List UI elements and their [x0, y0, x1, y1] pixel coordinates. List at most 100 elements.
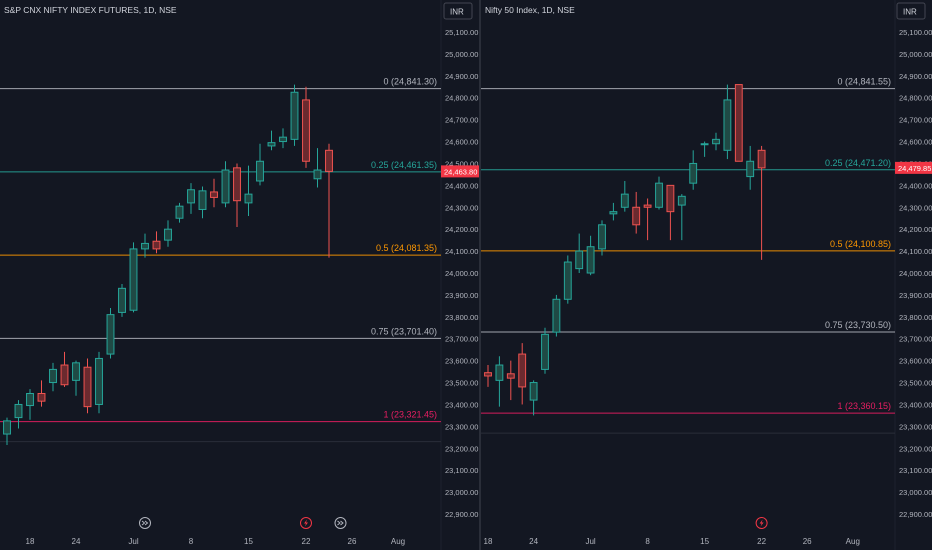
y-tick-label: 25,000.00 — [899, 50, 932, 59]
x-tick-label: 15 — [244, 537, 253, 546]
y-tick-label: 24,300.00 — [899, 203, 932, 212]
y-tick-label: 24,000.00 — [899, 269, 932, 278]
candle-body — [14, 403, 23, 419]
candle-body — [723, 99, 732, 151]
y-tick-label: 23,600.00 — [445, 357, 478, 366]
candle-body — [244, 193, 253, 204]
candle-body — [575, 250, 584, 270]
fib-level-label: 0 (24,841.55) — [837, 77, 891, 87]
candle-body — [3, 420, 11, 435]
candle-body — [643, 204, 652, 208]
y-tick-label: 23,000.00 — [445, 488, 478, 497]
candle-body — [72, 362, 80, 381]
y-tick-label: 24,400.00 — [899, 181, 932, 190]
candle-body — [620, 193, 629, 208]
candle-body — [313, 169, 322, 180]
y-tick-label: 24,700.00 — [445, 116, 478, 125]
candle-body — [60, 364, 69, 386]
forward-marker-icon[interactable] — [139, 517, 151, 529]
y-tick-label: 23,500.00 — [899, 379, 932, 388]
x-tick-label: 15 — [700, 537, 709, 546]
candle-body — [233, 167, 241, 202]
candle-body — [26, 393, 34, 407]
candle-body — [141, 242, 149, 250]
candle-body — [529, 382, 538, 401]
y-tick-label: 23,100.00 — [445, 466, 478, 475]
x-tick-label: Aug — [846, 537, 860, 546]
candle-body — [256, 160, 264, 182]
chart-svg-nifty-futures: S&P CNX NIFTY INDEX FUTURES, 1D, NSE INR 2… — [0, 0, 480, 550]
candle-body — [495, 364, 504, 381]
candle-body — [106, 314, 115, 355]
y-tick-label: 23,700.00 — [445, 335, 478, 344]
y-tick-label: 24,100.00 — [899, 247, 932, 256]
candle-body — [609, 211, 618, 215]
y-tick-label: 24,700.00 — [899, 116, 932, 125]
candle-body — [210, 191, 218, 198]
candle-body — [175, 205, 184, 219]
forward-marker-glyph — [337, 520, 344, 526]
fib-level-label: 0.5 (24,100.85) — [830, 239, 891, 249]
currency-button-label[interactable]: INR — [450, 8, 464, 17]
x-tick-label: 22 — [302, 537, 311, 546]
y-tick-label: 23,800.00 — [899, 313, 932, 322]
candle-body — [37, 393, 46, 402]
candle-body — [506, 373, 515, 379]
y-tick-label: 23,400.00 — [445, 400, 478, 409]
y-tick-label: 24,200.00 — [445, 225, 478, 234]
x-tick-label: 22 — [757, 537, 766, 546]
y-tick-label: 23,500.00 — [445, 379, 478, 388]
candle-body — [325, 149, 333, 172]
fib-level-label: 1 (23,360.15) — [837, 401, 891, 411]
candle-body — [198, 190, 207, 210]
y-tick-label: 23,800.00 — [445, 313, 478, 322]
y-tick-label: 23,000.00 — [899, 488, 932, 497]
y-tick-label: 24,100.00 — [445, 247, 478, 256]
candle-body — [83, 366, 92, 408]
chart-title: Nifty 50 Index, 1D, NSE — [485, 5, 575, 15]
candle-body — [700, 143, 709, 146]
y-tick-label: 24,400.00 — [445, 181, 478, 190]
x-tick-label: Jul — [585, 537, 595, 546]
y-tick-label: 24,000.00 — [445, 269, 478, 278]
flash-marker-icon[interactable] — [300, 517, 312, 529]
chart-pane-nifty-futures: S&P CNX NIFTY INDEX FUTURES, 1D, NSE INR 2… — [0, 0, 480, 550]
candle-body — [290, 91, 299, 140]
x-tick-label: 8 — [645, 537, 650, 546]
x-tick-label: Aug — [391, 537, 405, 546]
y-tick-label: 22,900.00 — [445, 510, 478, 519]
y-tick-label: 23,700.00 — [899, 335, 932, 344]
candle-body — [152, 240, 161, 250]
currency-button[interactable] — [896, 2, 926, 20]
y-tick-label: 24,900.00 — [445, 72, 478, 81]
y-tick-label: 23,300.00 — [899, 422, 932, 431]
candle-body — [279, 136, 287, 143]
flash-marker-icon[interactable] — [755, 517, 768, 529]
x-tick-label: 24 — [529, 537, 538, 546]
current-price-label: 24,463.80 — [444, 167, 477, 176]
y-tick-label: 22,900.00 — [899, 510, 932, 519]
y-tick-label: 23,900.00 — [445, 291, 478, 300]
candle-body — [49, 368, 57, 384]
flash-marker-glyph — [304, 519, 308, 527]
fib-level-label: 0.25 (24,471.20) — [825, 158, 891, 168]
fib-level-label: 0.75 (23,730.50) — [825, 320, 891, 330]
current-price-label: 24,479.85 — [898, 164, 931, 173]
pane-divider[interactable] — [479, 0, 481, 550]
chart-pane-nifty-50-index: Nifty 50 Index, 1D, NSE INR 22,900.00 23,00… — [481, 0, 932, 550]
y-tick-label: 24,800.00 — [445, 94, 478, 103]
currency-button[interactable] — [443, 2, 473, 20]
forward-marker-icon[interactable] — [334, 517, 347, 529]
candle-body — [129, 248, 138, 311]
x-tick-label: 18 — [26, 537, 35, 546]
y-tick-label: 23,400.00 — [899, 400, 932, 409]
fib-level-label: 0.75 (23,701.40) — [371, 326, 437, 336]
candle-body — [187, 189, 195, 204]
candle-body — [221, 169, 230, 204]
current-price-badge — [441, 165, 480, 178]
candle-body — [164, 228, 172, 241]
y-tick-label: 25,000.00 — [445, 50, 478, 59]
currency-button-label[interactable]: INR — [903, 8, 917, 17]
chart-svg-nifty-50-index: Nifty 50 Index, 1D, NSE INR 22,900.00 23,00… — [481, 0, 932, 550]
candle-body — [484, 372, 492, 377]
